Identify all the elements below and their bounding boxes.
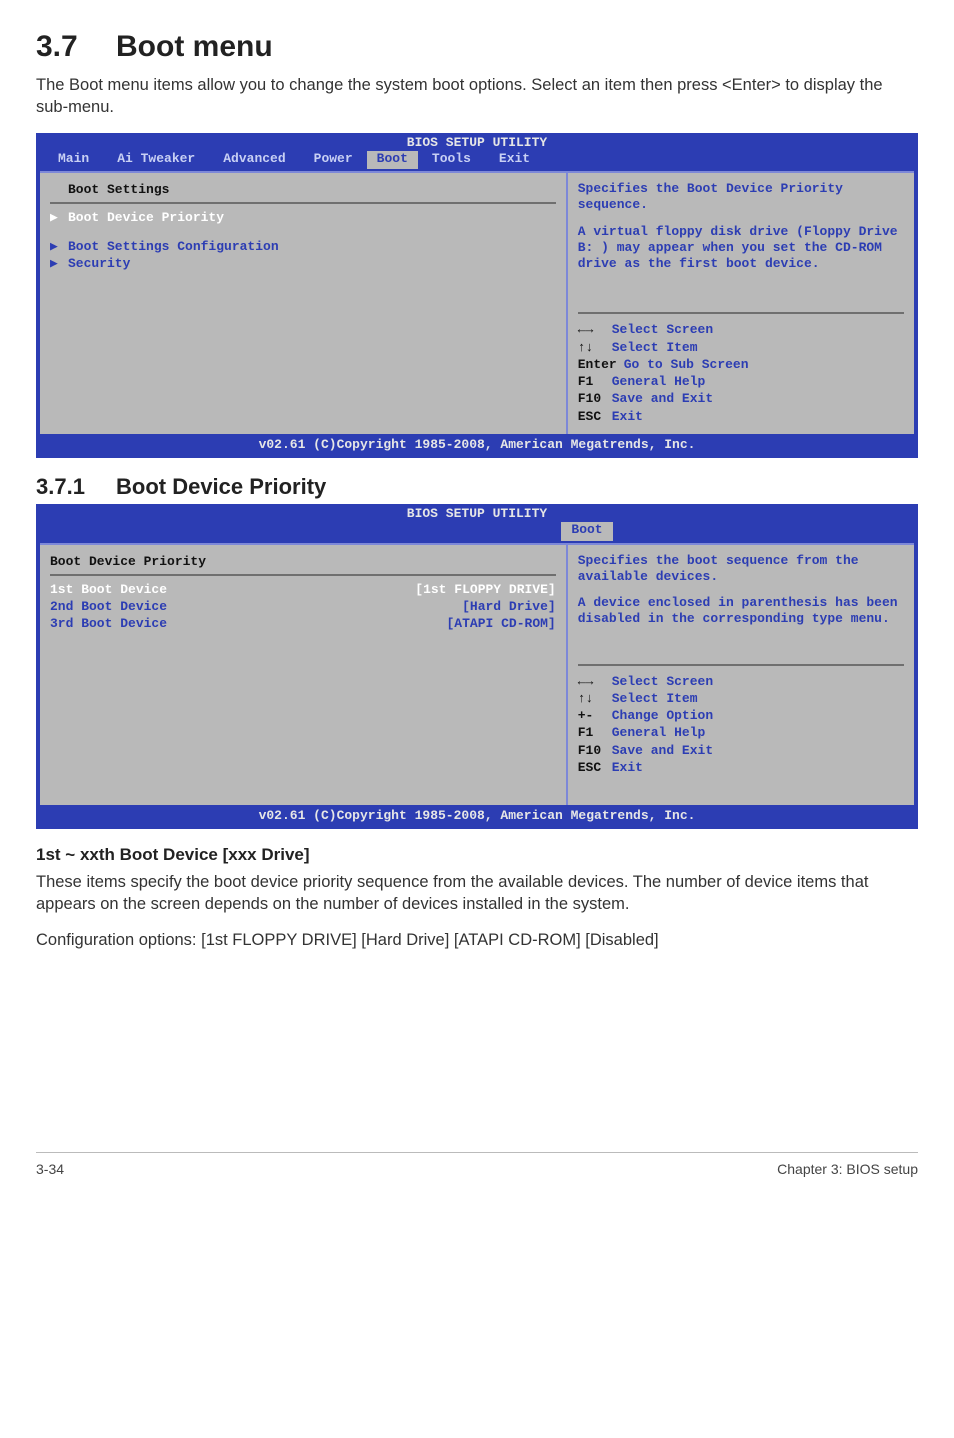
- tab-boot[interactable]: Boot: [367, 151, 418, 169]
- help-text-1: Specifies the boot sequence from the ava…: [578, 553, 904, 586]
- boot-device-row-2[interactable]: 2nd Boot Device [Hard Drive]: [50, 599, 556, 615]
- menu-item-boot-settings-config[interactable]: ▶ Boot Settings Configuration: [50, 239, 556, 255]
- bios-screen-boot-priority: BIOS SETUP UTILITY Boot Boot Device Prio…: [36, 504, 918, 829]
- bios-menubar: Boot: [36, 522, 918, 542]
- tab-boot[interactable]: Boot: [561, 522, 612, 540]
- nav-sym: ←→: [578, 674, 612, 690]
- subsection-number: 3.7.1: [36, 474, 116, 500]
- boot-device-value: [Hard Drive]: [462, 599, 556, 615]
- chapter-label: Chapter 3: BIOS setup: [777, 1161, 918, 1177]
- boot-device-row-3[interactable]: 3rd Boot Device [ATAPI CD-ROM]: [50, 616, 556, 632]
- bios-left-heading: Boot Device Priority: [50, 554, 556, 570]
- section-title-text: Boot menu: [116, 30, 273, 63]
- nav-sym: F10: [578, 391, 612, 407]
- section-number: 3.7: [36, 30, 116, 64]
- bios-help-pane: Specifies the Boot Device Priority seque…: [566, 173, 914, 434]
- menu-item-boot-device-priority[interactable]: ▶ Boot Device Priority: [50, 210, 556, 226]
- nav-txt: Save and Exit: [612, 391, 713, 406]
- bios-copyright: v02.61 (C)Copyright 1985-2008, American …: [36, 434, 918, 458]
- boot-device-value: [1st FLOPPY DRIVE]: [415, 582, 555, 598]
- help-text-2: A device enclosed in parenthesis has bee…: [578, 595, 904, 628]
- section-heading: 3.7Boot menu: [36, 30, 918, 64]
- bios-help-pane: Specifies the boot sequence from the ava…: [566, 545, 914, 805]
- nav-sym: F10: [578, 743, 612, 759]
- nav-sym: +-: [578, 708, 612, 724]
- bios-menubar: Main Ai Tweaker Advanced Power Boot Tool…: [36, 151, 918, 171]
- nav-txt: Select Item: [612, 691, 698, 706]
- help-text-1: Specifies the Boot Device Priority seque…: [578, 181, 904, 214]
- subsection-title: Boot Device Priority: [116, 474, 326, 499]
- nav-txt: General Help: [612, 725, 706, 740]
- nav-sym: ESC: [578, 409, 612, 425]
- tab-exit[interactable]: Exit: [485, 151, 544, 169]
- nav-txt: Exit: [612, 760, 643, 775]
- option-paragraph-1: These items specify the boot device prio…: [36, 871, 918, 916]
- nav-txt: Select Screen: [612, 674, 713, 689]
- intro-paragraph: The Boot menu items allow you to change …: [36, 74, 918, 119]
- tab-main[interactable]: Main: [44, 151, 103, 169]
- nav-txt: Save and Exit: [612, 743, 713, 758]
- page-number: 3-34: [36, 1161, 64, 1177]
- bios-left-heading: Boot Settings: [68, 182, 556, 198]
- help-text-2: A virtual floppy disk drive (Floppy Driv…: [578, 224, 904, 273]
- nav-txt: Exit: [612, 409, 643, 424]
- boot-device-row-1[interactable]: 1st Boot Device [1st FLOPPY DRIVE]: [50, 582, 556, 598]
- nav-sym: ESC: [578, 760, 612, 776]
- bios-title: BIOS SETUP UTILITY: [36, 504, 918, 522]
- nav-sym: F1: [578, 374, 612, 390]
- nav-txt: General Help: [612, 374, 706, 389]
- nav-sym: ↑↓: [578, 691, 612, 707]
- boot-device-label: 1st Boot Device: [50, 582, 415, 598]
- option-paragraph-2: Configuration options: [1st FLOPPY DRIVE…: [36, 929, 918, 951]
- bios-screen-boot-menu: BIOS SETUP UTILITY Main Ai Tweaker Advan…: [36, 133, 918, 459]
- tab-power[interactable]: Power: [300, 151, 367, 169]
- nav-sym: F1: [578, 725, 612, 741]
- page-footer: 3-34 Chapter 3: BIOS setup: [36, 1152, 918, 1177]
- boot-device-label: 2nd Boot Device: [50, 599, 462, 615]
- menu-item-label: Security: [68, 256, 556, 272]
- nav-txt: Change Option: [612, 708, 713, 723]
- menu-item-label: Boot Device Priority: [68, 210, 556, 226]
- tab-advanced[interactable]: Advanced: [209, 151, 299, 169]
- nav-txt: Select Item: [612, 340, 698, 355]
- bios-left-pane: Boot Device Priority 1st Boot Device [1s…: [40, 545, 566, 805]
- option-heading: 1st ~ xxth Boot Device [xxx Drive]: [36, 845, 918, 865]
- nav-help-list: ←→Select Screen ↑↓Select Item +-Change O…: [578, 674, 904, 777]
- menu-item-security[interactable]: ▶ Security: [50, 256, 556, 272]
- boot-device-label: 3rd Boot Device: [50, 616, 447, 632]
- menu-item-label: Boot Settings Configuration: [68, 239, 556, 255]
- nav-sym: ↑↓: [578, 340, 612, 356]
- bios-left-pane: Boot Settings ▶ Boot Device Priority ▶ B…: [40, 173, 566, 434]
- tab-tools[interactable]: Tools: [418, 151, 485, 169]
- bios-title: BIOS SETUP UTILITY: [36, 133, 918, 151]
- subsection-heading: 3.7.1Boot Device Priority: [36, 474, 918, 500]
- tab-ai-tweaker[interactable]: Ai Tweaker: [103, 151, 209, 169]
- nav-sym: Enter: [578, 357, 624, 373]
- submenu-arrow-icon: ▶: [50, 210, 68, 226]
- bios-copyright: v02.61 (C)Copyright 1985-2008, American …: [36, 805, 918, 829]
- nav-txt: Select Screen: [612, 322, 713, 337]
- nav-txt: Go to Sub Screen: [624, 357, 749, 372]
- nav-sym: ←→: [578, 322, 612, 338]
- submenu-arrow-icon: ▶: [50, 239, 68, 255]
- boot-device-value: [ATAPI CD-ROM]: [447, 616, 556, 632]
- nav-help-list: ←→Select Screen ↑↓Select Item EnterGo to…: [578, 322, 904, 425]
- submenu-arrow-icon: ▶: [50, 256, 68, 272]
